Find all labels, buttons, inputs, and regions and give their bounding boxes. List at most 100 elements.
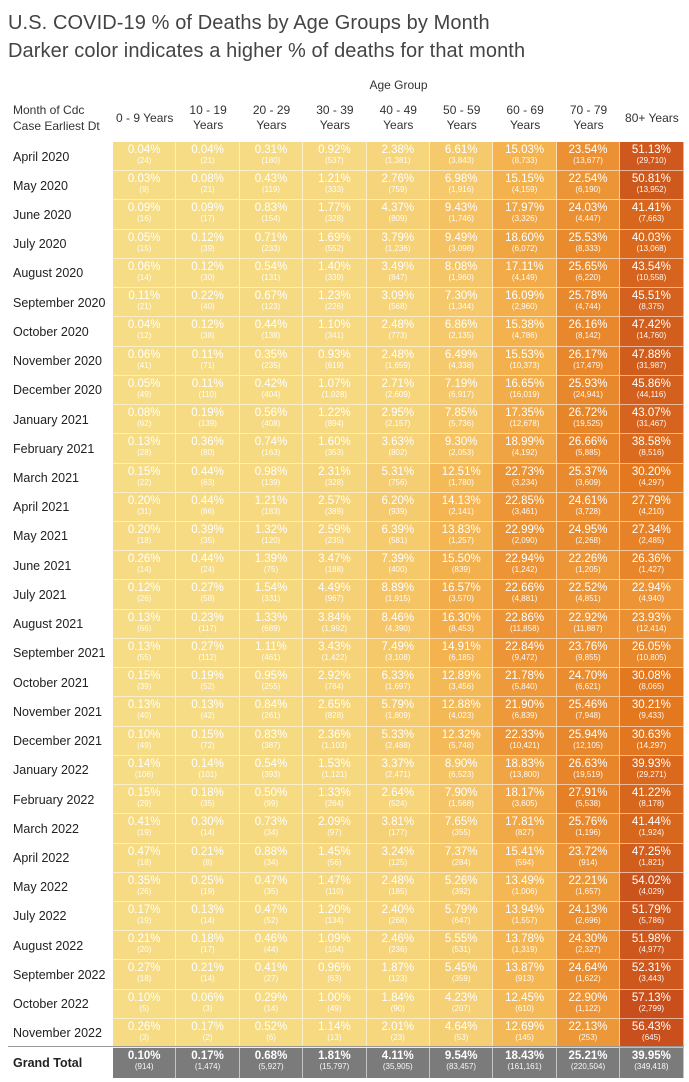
heatmap-cell: 5.26% (392) [430,872,494,902]
cell-percent: 3.63% [381,436,415,449]
heatmap-cell: 0.52% (6) [239,1018,304,1049]
cell-percent: 1.47% [318,874,351,887]
total-percent: 0.17% [191,1050,224,1062]
heatmap-cell: 17.11% (4,149) [493,258,557,289]
heatmap-cell: 39.93% (29,271) [620,755,684,786]
cell-percent: 0.30% [191,816,224,829]
total-count: (1,474) [194,1062,221,1071]
cell-percent: 3.47% [318,553,351,566]
heatmap-cell: 0.42% (404) [239,375,304,406]
cell-percent: 23.76% [568,640,608,653]
cell-percent: 0.56% [254,407,288,420]
heatmap-cell: 3.79% (1,236) [366,229,430,259]
column-header: 60 - 69 Years [493,102,556,134]
row-label: July 2022 [13,909,67,924]
cell-count: (4,297) [638,477,665,487]
cell-count: (689) [261,623,281,633]
cell-count: (24) [200,565,215,575]
cell-percent: 8.46% [381,611,415,624]
cell-percent: 1.33% [318,787,351,800]
cell-count: (11,887) [573,623,603,633]
heatmap-cell: 13.49% (1,006) [493,872,557,902]
cell-percent: 22.86% [505,611,545,624]
heatmap-cell: 30.08% (8,065) [620,668,684,698]
heatmap-cell: 3.63% (802) [366,434,430,464]
heatmap-cell: 0.27% (58) [176,580,240,610]
cell-percent: 0.88% [254,845,288,858]
cell-count: (5) [139,1003,150,1013]
heatmap-cell: 12.51% (1,780) [430,463,494,493]
heatmap-cell: 2.57% (389) [303,492,367,522]
cell-count: (131) [261,272,281,282]
total-percent: 9.54% [444,1050,478,1062]
heatmap-cell: 18.17% (3,605) [493,785,557,815]
cell-count: (404) [261,389,281,399]
cell-count: (154) [261,214,281,224]
cell-count: (1,746) [448,214,474,224]
cell-count: (10,805) [636,652,667,662]
cell-percent: 0.36% [191,436,224,449]
cell-count: (284) [451,857,471,867]
cell-percent: 24.95% [568,523,608,536]
heatmap-cell: 2.48% (773) [366,317,430,347]
cell-percent: 51.79% [631,903,671,916]
cell-count: (645) [642,1032,661,1042]
heatmap-cell: 0.84% (261) [239,697,304,727]
cell-count: (18) [137,535,152,545]
total-cell: 9.54% (83,457) [430,1048,494,1078]
heatmap-cell: 8.08% (1,960) [430,258,494,289]
cell-count: (392) [451,886,471,896]
cell-percent: 0.17% [191,1020,224,1033]
cell-count: (34) [263,828,279,838]
cell-count: (16,019) [509,389,540,399]
cell-percent: 23.72% [568,845,608,858]
heatmap-cell: 23.93% (12,414) [620,609,684,639]
cell-percent: 41.41% [631,202,671,215]
heatmap-cell: 0.22% (40) [176,288,240,318]
cell-percent: 8.08% [444,260,478,273]
cell-percent: 6.49% [444,348,478,361]
heatmap-cell: 15.15% (4,159) [493,171,557,201]
cell-count: (784) [325,682,344,692]
cell-percent: 1.60% [318,436,351,449]
heatmap-cell: 0.05% (49) [113,375,177,406]
heatmap-cell: 0.27% (18) [113,960,177,990]
heatmap-cell: 22.85% (3,461) [493,492,557,522]
heatmap-cell: 0.13% (28) [113,434,177,464]
heatmap-cell: 0.18% (35) [176,785,240,815]
heatmap-cell: 0.11% (21) [113,288,177,318]
cell-percent: 43.07% [631,407,671,420]
column-header-line: 10 - 19 [189,103,227,117]
cell-count: (264) [325,799,344,809]
heatmap-cell: 0.10% (5) [113,989,177,1019]
heatmap-cell: 16.09% (2,960) [493,288,557,318]
heatmap-cell: 0.12% (30) [176,258,240,289]
cell-percent: 22.26% [568,553,608,566]
cell-count: (1,821) [638,857,665,867]
cell-count: (31,987) [636,360,667,370]
cell-percent: 16.30% [441,611,481,624]
cell-count: (7,663) [638,214,665,224]
heatmap-cell: 2.48% (1,659) [366,346,430,376]
cell-percent: 22.54% [568,173,608,186]
cell-percent: 0.23% [191,611,224,624]
cell-count: (6,621) [575,682,601,692]
cell-percent: 0.46% [254,933,288,946]
heatmap-cell: 1.10% (341) [303,317,367,347]
cell-count: (20) [137,945,152,955]
cell-percent: 1.23% [318,290,351,303]
cell-percent: 25.76% [568,816,608,829]
heatmap-cell: 1.45% (56) [303,843,367,873]
cell-percent: 22.92% [568,611,608,624]
heatmap-cell: 43.54% (10,558) [620,258,684,289]
heatmap-cell: 0.83% (387) [239,726,304,756]
total-percent: 1.81% [318,1050,351,1062]
cell-percent: 1.39% [254,553,288,566]
cell-count: (7,948) [575,711,601,721]
cell-percent: 1.22% [318,407,351,420]
cell-percent: 0.83% [254,202,288,215]
cell-percent: 2.09% [318,816,351,829]
cell-percent: 2.36% [318,728,351,741]
cell-count: (101) [198,769,217,779]
cell-percent: 45.86% [631,377,671,390]
